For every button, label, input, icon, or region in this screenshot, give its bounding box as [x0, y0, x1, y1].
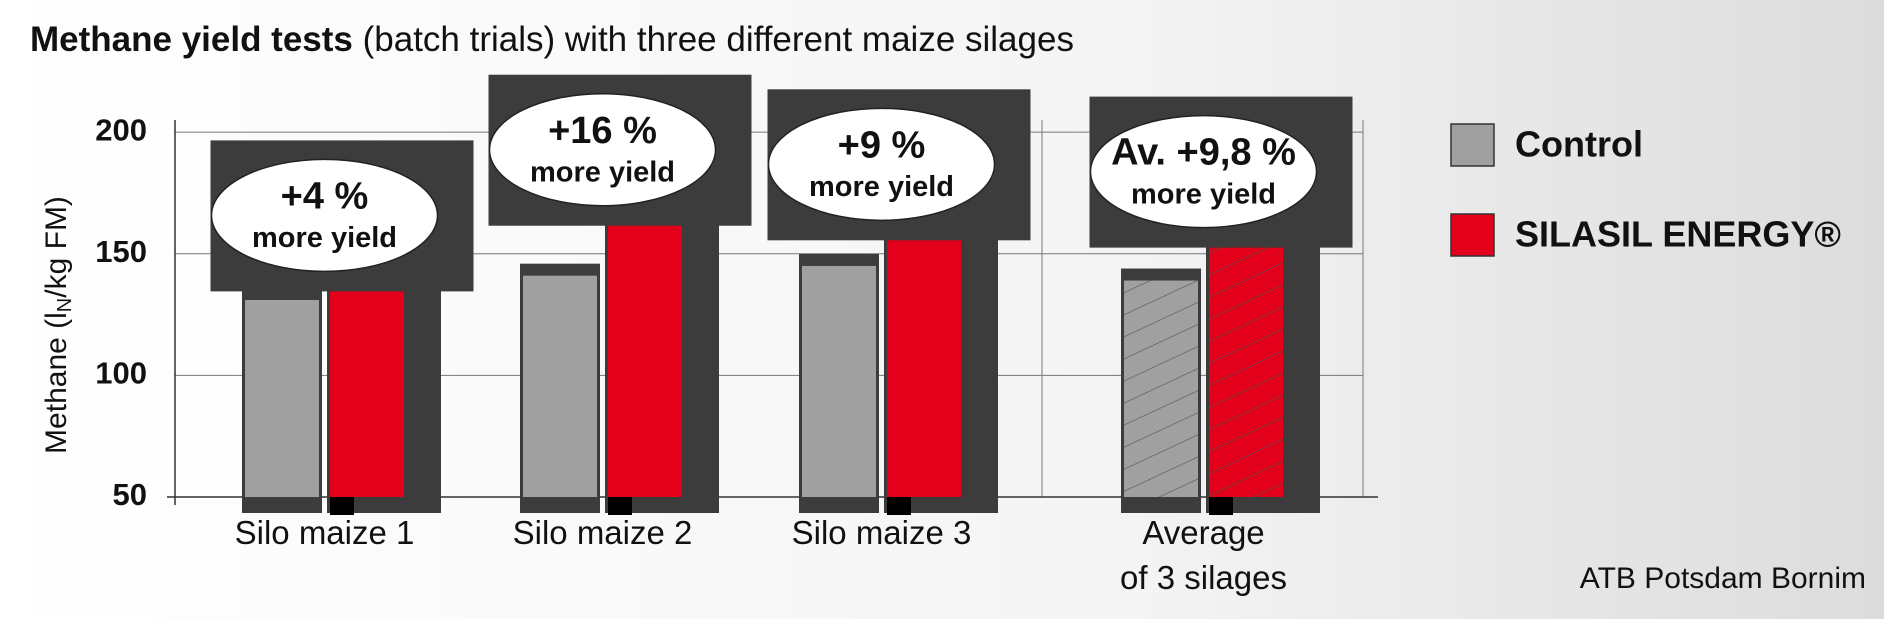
bar-foot — [887, 497, 911, 515]
y-label-part: /kg FM) — [40, 196, 73, 298]
y-tick-label: 200 — [95, 112, 147, 147]
annotation-sub: more yield — [252, 222, 397, 254]
source: ATB Potsdam Bornim — [1580, 562, 1866, 595]
annotation-ellipse — [1089, 114, 1318, 229]
bar — [608, 219, 682, 497]
annotation-main: +4 % — [281, 175, 369, 217]
label-line: Silo maize 2 — [513, 514, 693, 551]
annotation-main: Av. +9,8 % — [1111, 132, 1296, 174]
x-tick-label: Silo maize 2 — [513, 514, 693, 551]
legend-label: Control — [1515, 124, 1643, 165]
annotation-main: +9 % — [838, 124, 926, 166]
y-label-part: Methane (l — [40, 312, 73, 454]
bar-foot — [330, 497, 354, 515]
x-tick-label: Silo maize 1 — [235, 514, 415, 551]
bar — [802, 265, 876, 497]
annotation-main: +16 % — [548, 110, 657, 152]
y-label-sub: N — [54, 298, 76, 312]
bar-foot — [1209, 497, 1233, 515]
label-line: Silo maize 1 — [235, 514, 415, 551]
y-tick-label: 50 — [113, 477, 147, 512]
x-tick-label: Average of 3 silages — [1120, 514, 1287, 596]
annotation-sub: more yield — [1131, 178, 1276, 210]
y-axis-label: Methane (lN/kg FM) — [40, 196, 76, 454]
bar — [523, 275, 597, 497]
y-tick-label: 150 — [95, 234, 147, 269]
legend-label: SILASIL ENERGY® — [1515, 214, 1841, 255]
chart-title: Methane yield tests (batch trials) with … — [30, 20, 1074, 59]
bar — [245, 299, 319, 497]
annotation-ellipse — [210, 158, 439, 273]
legend-swatch — [1450, 213, 1495, 257]
bar — [887, 234, 961, 497]
label-line: Silo maize 3 — [792, 514, 972, 551]
bar-hatch — [1124, 280, 1198, 497]
annotation-sub: more yield — [809, 171, 954, 203]
label-line: Average — [1142, 514, 1264, 551]
title: Methane yield tests — [30, 20, 353, 59]
x-tick-label: Silo maize 3 — [792, 514, 972, 551]
bar — [330, 285, 404, 497]
legend-swatch — [1450, 123, 1495, 167]
annotation-sub: more yield — [530, 156, 675, 188]
annotation-ellipse — [767, 107, 996, 222]
bar-hatch — [1209, 241, 1283, 497]
bar-foot — [608, 497, 632, 515]
y-tick-label: 100 — [95, 356, 147, 391]
label-line: of 3 silages — [1120, 559, 1287, 596]
subtitle: (batch trials) with three different maiz… — [363, 20, 1074, 59]
annotation-ellipse — [488, 92, 717, 207]
